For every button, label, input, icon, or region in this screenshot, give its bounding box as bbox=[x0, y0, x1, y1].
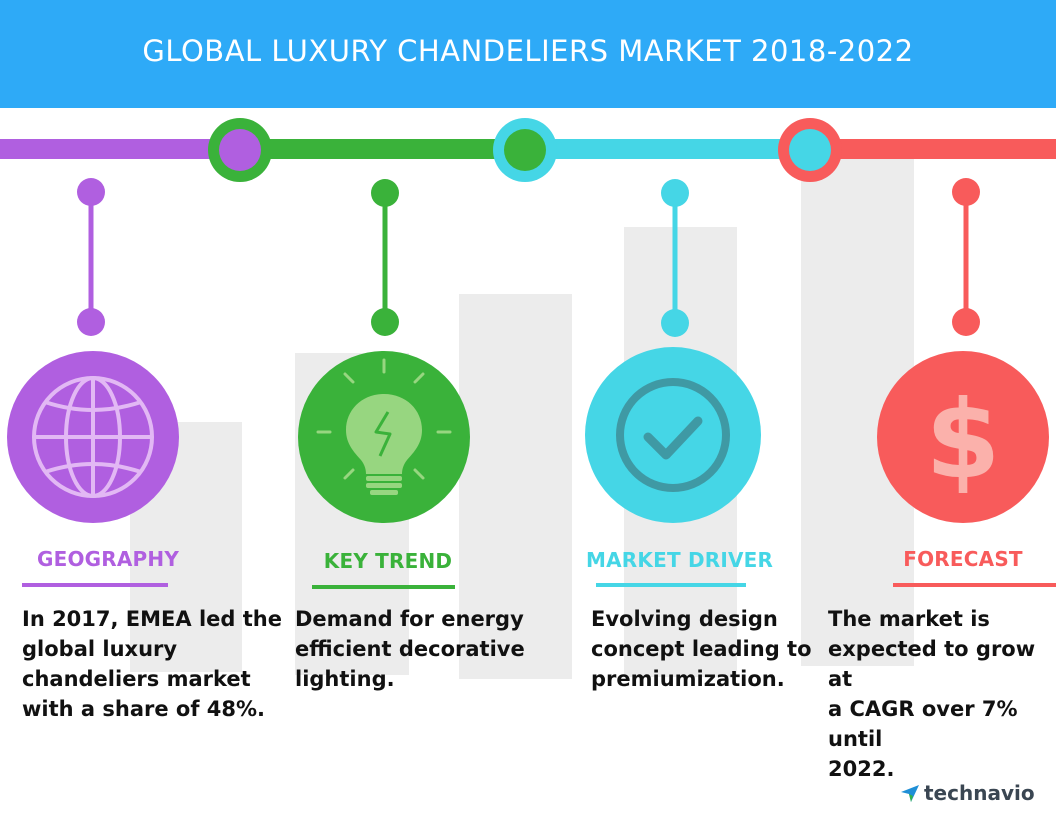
section-label-geography: GEOGRAPHY bbox=[36, 547, 180, 571]
underline-forecast bbox=[893, 583, 1056, 587]
geography-description: In 2017, EMEA led the global luxury chan… bbox=[22, 607, 282, 721]
page-title: GLOBAL LUXURY CHANDELIERS MARKET 2018-20… bbox=[142, 34, 914, 68]
section-label-forecast: FORECAST bbox=[903, 547, 1023, 571]
light-bulb-icon bbox=[298, 351, 470, 523]
market-driver-description: Evolving design concept leading to premi… bbox=[591, 607, 812, 691]
pin-market-driver bbox=[661, 179, 689, 337]
svg-text:$: $ bbox=[925, 378, 1000, 503]
timeline-node bbox=[778, 118, 842, 182]
pin-forecast bbox=[952, 178, 980, 336]
globe-icon bbox=[7, 351, 179, 523]
pin-key-trend bbox=[371, 179, 399, 336]
pin-geography bbox=[77, 178, 105, 336]
underline-key-trend bbox=[312, 585, 455, 589]
underline-market-driver bbox=[596, 583, 746, 587]
background-bar bbox=[459, 294, 572, 679]
technavio-logo-icon bbox=[901, 785, 919, 802]
timeline-segment-red bbox=[810, 139, 1056, 159]
key-trend-description: Demand for energy efficient decorative l… bbox=[295, 607, 525, 691]
timeline-segment-cyan bbox=[525, 139, 810, 159]
timeline-node bbox=[493, 118, 557, 182]
section-label-market-driver: MARKET DRIVER bbox=[586, 548, 774, 572]
dollar-icon: $ bbox=[877, 351, 1049, 523]
timeline bbox=[0, 118, 1056, 182]
underline-geography bbox=[22, 583, 168, 587]
timeline-segment-purple bbox=[0, 139, 240, 159]
timeline-segment-green bbox=[240, 139, 525, 159]
background-bars bbox=[130, 150, 914, 679]
timeline-node bbox=[208, 118, 272, 182]
technavio-logo: technavio bbox=[900, 778, 1035, 808]
checkmark-icon bbox=[585, 347, 761, 523]
brand-name: technavio bbox=[924, 781, 1035, 805]
header-banner: GLOBAL LUXURY CHANDELIERS MARKET 2018-20… bbox=[0, 0, 1056, 108]
section-label-key-trend: KEY TREND bbox=[323, 549, 453, 573]
forecast-description: The market is expected to grow at a CAGR… bbox=[828, 607, 1036, 781]
